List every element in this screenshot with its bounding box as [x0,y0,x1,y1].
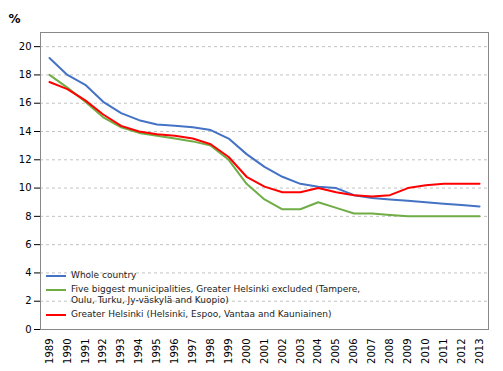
svg-text:2011: 2011 [438,339,449,364]
svg-text:2003: 2003 [295,339,306,364]
svg-text:1992: 1992 [97,339,108,364]
svg-text:2000: 2000 [241,339,252,364]
svg-text:2012: 2012 [456,339,467,364]
svg-text:10: 10 [19,182,32,193]
svg-text:1999: 1999 [223,339,234,364]
svg-text:2013: 2013 [474,339,485,364]
svg-text:2007: 2007 [366,339,377,364]
svg-text:2004: 2004 [312,339,323,364]
svg-text:4: 4 [25,267,31,278]
svg-text:20: 20 [19,41,32,52]
svg-text:8: 8 [25,211,31,222]
svg-text:2006: 2006 [348,339,359,364]
html-text:Five biggest municipalities, G: Five biggest municipalities, Greater Hel… [71,284,361,305]
svg-text:1993: 1993 [115,339,126,364]
svg-text:2010: 2010 [420,339,431,364]
svg-text:1994: 1994 [133,339,144,364]
svg-text:2009: 2009 [402,339,413,364]
svg-text:1995: 1995 [151,339,162,364]
svg-text:%: % [9,12,21,26]
svg-text:1996: 1996 [169,339,180,364]
svg-text:1998: 1998 [205,339,216,364]
svg-text:1990: 1990 [62,339,73,364]
svg-text:1989: 1989 [44,339,55,364]
svg-text:12: 12 [19,154,32,165]
html-text:Greater Helsinki (Helsinki, Es: Greater Helsinki (Helsinki, Espoo, Vanta… [71,309,332,319]
svg-text:2001: 2001 [259,339,270,364]
svg-text:16: 16 [19,97,32,108]
svg-text:14: 14 [19,126,32,137]
svg-text:18: 18 [19,69,32,80]
svg-text:2: 2 [25,295,31,306]
svg-text:2002: 2002 [277,339,288,364]
svg-text:2005: 2005 [330,339,341,364]
svg-text:2008: 2008 [384,339,395,364]
html-text:Whole country: Whole country [71,270,137,280]
svg-text:0: 0 [25,324,31,335]
svg-text:1991: 1991 [80,339,91,364]
svg-text:6: 6 [25,239,31,250]
svg-text:1997: 1997 [187,339,198,364]
